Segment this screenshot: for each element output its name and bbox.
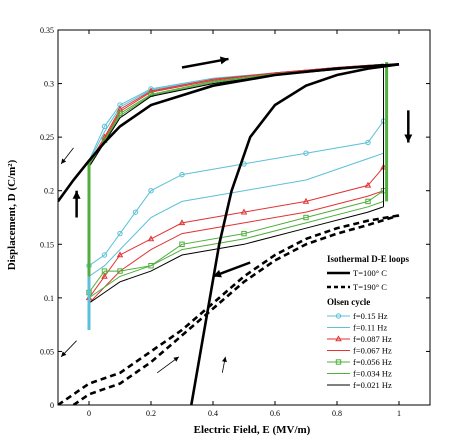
direction-arrow-head-5 bbox=[173, 356, 179, 362]
direction-arrow-head-4 bbox=[61, 351, 67, 357]
olsen-marker-0-2 bbox=[117, 230, 123, 237]
y-tick-label-0: 0 bbox=[50, 401, 54, 410]
olsen-marker-4-5 bbox=[241, 230, 247, 237]
olsen-marker-4-6 bbox=[303, 214, 309, 221]
x-tick-label-1: 0.2 bbox=[146, 409, 156, 418]
direction-arrow-head-0 bbox=[219, 56, 229, 65]
legend-olsen-label-0: f=0.15 Hz bbox=[353, 311, 388, 321]
olsen-marker-2-2 bbox=[116, 251, 124, 258]
isothermal-lower-line-1 bbox=[72, 214, 400, 405]
y-tick-label-1: 0.05 bbox=[40, 347, 54, 356]
x-tick-label-2: 0.4 bbox=[208, 409, 218, 418]
olsen-marker-2-5 bbox=[240, 208, 248, 215]
olsen-series-1 bbox=[88, 63, 384, 277]
y-tick-label-3: 0.15 bbox=[40, 240, 54, 249]
legend-olsen-label-4: f=0.056 Hz bbox=[353, 357, 392, 367]
olsen-lower-line-1 bbox=[88, 152, 384, 277]
plot-series-group bbox=[58, 56, 413, 405]
y-axis-label: Displacement, D (C/m²) bbox=[6, 159, 18, 270]
olsen-marker-2-6 bbox=[302, 197, 310, 204]
legend-olsen-label-2: f=0.087 Hz bbox=[353, 334, 392, 344]
direction-arrow-head-2 bbox=[72, 190, 81, 199]
x-tick-label-3: 0.6 bbox=[270, 409, 280, 418]
olsen-lower-line-6 bbox=[88, 206, 384, 304]
olsen-marker-0-8 bbox=[365, 139, 371, 146]
legend-isothermal-label-1: T=190° C bbox=[353, 282, 387, 292]
olsen-lower-line-3 bbox=[88, 190, 384, 304]
isothermal-lower-line-0 bbox=[190, 63, 400, 405]
y-tick-label-2: 0.1 bbox=[44, 294, 54, 303]
olsen-marker-2-1 bbox=[101, 272, 108, 279]
legend-olsen-label-6: f=0.021 Hz bbox=[353, 380, 392, 390]
isothermal-series-0 bbox=[58, 63, 400, 405]
olsen-marker-0-1 bbox=[101, 252, 108, 258]
direction-arrow-head-1 bbox=[213, 269, 222, 278]
legend: Isothermal D-E loops Olsen cycle T=100° … bbox=[322, 252, 420, 398]
y-tick-label-5: 0.25 bbox=[40, 133, 54, 142]
olsen-marker-4-7 bbox=[365, 198, 371, 205]
olsen-marker-0-10 bbox=[101, 123, 108, 130]
y-tick-label-4: 0.2 bbox=[44, 187, 54, 196]
plot-frame bbox=[57, 29, 431, 406]
legend-olsen-marker-4 bbox=[335, 359, 342, 365]
legend-olsen-marker-2 bbox=[335, 335, 342, 342]
olsen-lower-line-2 bbox=[88, 166, 384, 299]
x-tick-label-4: 0.8 bbox=[332, 409, 342, 418]
isothermal-upper-line-0 bbox=[58, 63, 400, 203]
olsen-marker-4-1 bbox=[101, 268, 108, 274]
olsen-marker-2-11 bbox=[147, 87, 155, 94]
olsen-marker-4-3 bbox=[148, 263, 154, 269]
olsen-marker-4-4 bbox=[179, 241, 185, 247]
y-tick-label-6: 0.3 bbox=[44, 80, 54, 89]
olsen-marker-0-4 bbox=[148, 188, 154, 194]
olsen-marker-0-3 bbox=[132, 209, 139, 215]
olsen-marker-2-7 bbox=[364, 181, 372, 188]
olsen-lower-line-0 bbox=[88, 120, 384, 267]
legend-olsen-marker-0 bbox=[335, 313, 342, 319]
olsen-lower-line-5 bbox=[88, 200, 384, 299]
legend-isothermal-label-0: T=100° C bbox=[353, 268, 387, 278]
x-axis-label: Electric Field, E (MV/m) bbox=[194, 424, 311, 436]
plot-area bbox=[58, 56, 413, 405]
direction-arrow-head-7 bbox=[221, 356, 227, 363]
legend-olsen-label-3: f=0.067 Hz bbox=[353, 346, 392, 356]
isothermal-upper-line-1 bbox=[58, 214, 400, 405]
olsen-marker-4-2 bbox=[117, 268, 123, 274]
olsen-lower-line-4 bbox=[88, 190, 384, 293]
olsen-marker-0-5 bbox=[179, 171, 185, 178]
olsen-marker-2-4 bbox=[178, 219, 186, 226]
legend-isothermal-title: Isothermal D-E loops bbox=[327, 254, 409, 264]
olsen-marker-0-7 bbox=[303, 150, 309, 156]
x-tick-label-0: 0 bbox=[87, 409, 91, 418]
legend-olsen-title: Olsen cycle bbox=[327, 297, 370, 307]
olsen-marker-2-3 bbox=[147, 235, 155, 242]
olsen-upper-line-5 bbox=[88, 63, 384, 167]
legend-olsen-label-1: f=0.11 Hz bbox=[353, 323, 387, 333]
y-tick-label-7: 0.35 bbox=[40, 26, 54, 35]
x-tick-label-5: 1 bbox=[397, 409, 401, 418]
direction-arrow-head-6 bbox=[61, 158, 67, 164]
isothermal-series-1 bbox=[58, 214, 400, 405]
legend-olsen-label-5: f=0.034 Hz bbox=[353, 369, 392, 379]
axes: 0 0.2 0.4 0.6 0.8 1 0 0.05 0.1 0.15 0.2 0.25 0.3 0.35 bbox=[40, 26, 431, 418]
direction-arrow-head-3 bbox=[404, 134, 413, 143]
